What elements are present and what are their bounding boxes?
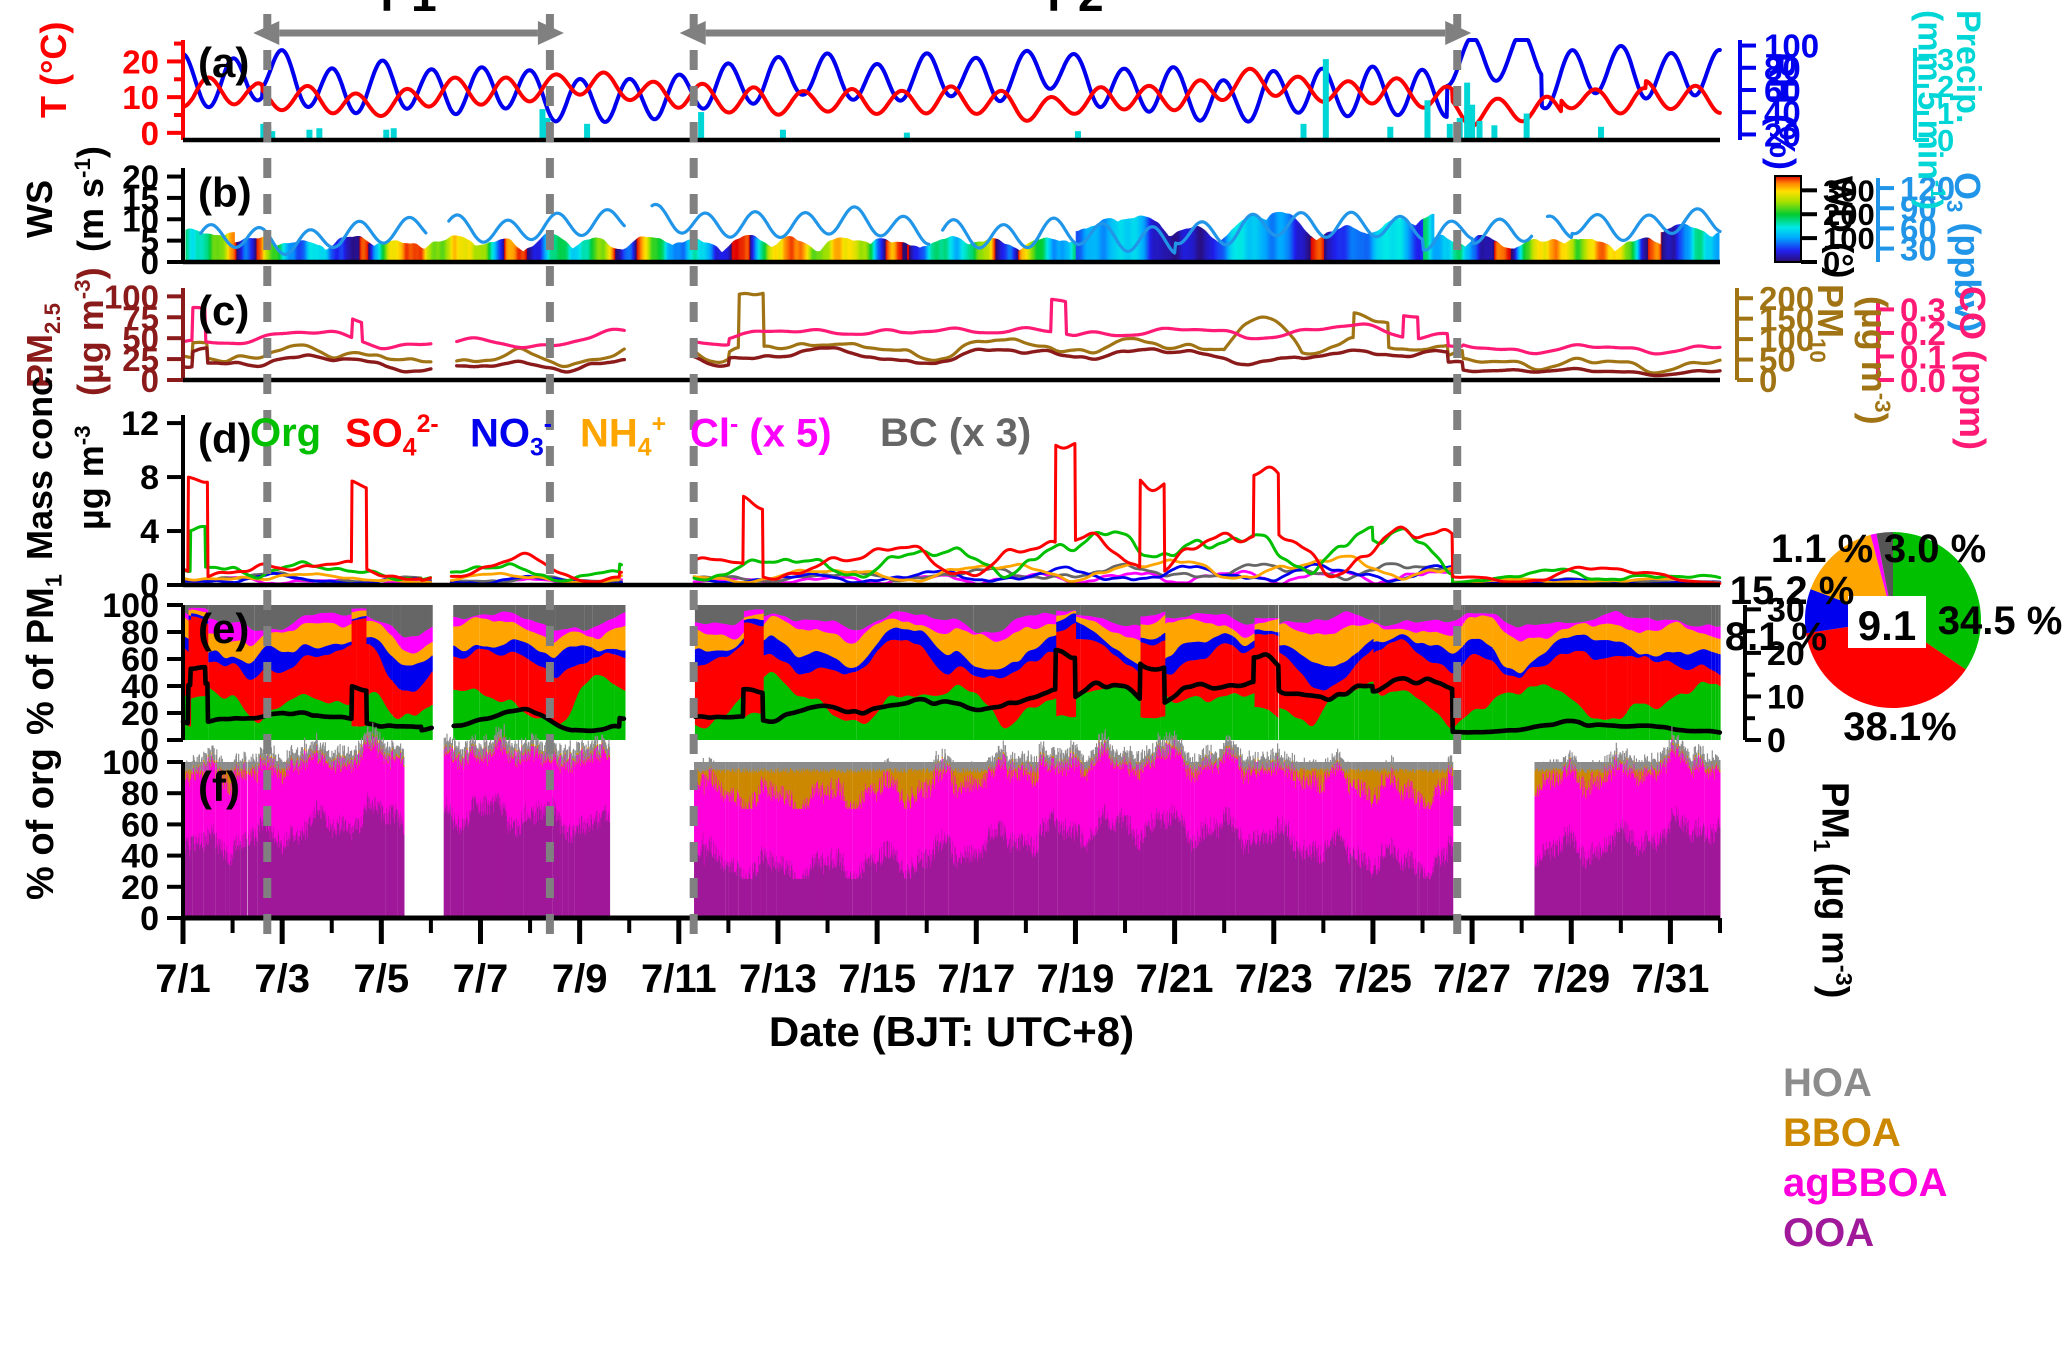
stacked-composition-bar xyxy=(368,620,370,638)
precipitation-bar xyxy=(1424,100,1431,140)
stacked-composition-bar xyxy=(478,617,480,646)
stacked-composition-bar xyxy=(253,630,255,646)
precipitation-bar xyxy=(903,132,910,140)
pm10-line xyxy=(455,346,626,369)
stacked-composition-bar xyxy=(478,645,480,649)
stacked-composition-bar xyxy=(431,671,433,705)
stacked-composition-bar xyxy=(368,605,370,617)
stacked-composition-bar xyxy=(253,645,255,661)
panel-c xyxy=(181,291,1722,378)
pm10-line xyxy=(693,291,1722,375)
co-line xyxy=(693,297,1722,356)
precipitation-bar xyxy=(1322,59,1329,140)
stacked-composition-bar xyxy=(391,635,393,656)
stacked-composition-bar xyxy=(355,611,357,619)
stacked-composition-bar xyxy=(478,648,480,691)
stacked-composition-bar xyxy=(368,637,370,645)
precipitation-bar xyxy=(698,112,705,140)
o3-line xyxy=(940,210,1534,255)
precipitation-bar xyxy=(1446,123,1453,140)
stacked-composition-bar xyxy=(253,605,255,631)
sulfate-line xyxy=(692,442,1722,585)
co-line xyxy=(181,305,433,351)
panel-b xyxy=(185,202,1722,262)
stacked-composition-bar xyxy=(391,655,393,681)
stacked-composition-bar xyxy=(431,704,433,740)
precipitation-bar xyxy=(1300,123,1307,140)
stacked-composition-bar xyxy=(478,605,480,616)
stacked-composition-bar xyxy=(399,689,401,719)
precipitation-bar xyxy=(1598,126,1605,140)
panel-e xyxy=(180,605,1723,740)
stacked-composition-bar xyxy=(253,678,255,720)
stacked-composition-bar xyxy=(399,663,401,690)
precipitation-bar xyxy=(779,129,786,140)
stacked-composition-bar xyxy=(391,605,393,626)
precipitation-bar xyxy=(584,123,591,140)
precipitation-bar xyxy=(1469,104,1476,140)
stacked-composition-bar xyxy=(355,608,357,612)
stacked-composition-bar xyxy=(478,690,480,740)
stacked-composition-bar xyxy=(399,718,401,740)
stacked-composition-bar xyxy=(399,605,401,635)
stacked-composition-bar xyxy=(431,655,433,672)
precipitation-bar xyxy=(1476,120,1483,140)
precipitation-bar xyxy=(1387,126,1394,140)
precipitation-bar xyxy=(539,109,546,140)
panel-d xyxy=(181,442,1722,587)
stacked-composition-bar xyxy=(431,642,433,656)
precipitation-bar xyxy=(1074,131,1081,140)
precipitation-bar xyxy=(1464,82,1471,140)
stacked-composition-bar xyxy=(431,605,433,627)
precipitation-bar xyxy=(390,128,397,140)
panel-a xyxy=(181,38,1722,140)
wind-speed-point xyxy=(1716,232,1720,262)
precipitation-bar xyxy=(306,129,313,140)
stacked-composition-bar xyxy=(368,644,370,695)
precipitation-bar xyxy=(1523,113,1530,140)
pm10-line xyxy=(181,340,433,364)
stacked-composition-bar xyxy=(368,616,370,621)
co-line xyxy=(455,327,626,350)
precipitation-bar xyxy=(1491,125,1498,140)
stacked-composition-bar xyxy=(399,634,401,647)
stacked-composition-bar xyxy=(478,615,480,618)
stacked-composition-bar xyxy=(355,726,357,740)
pm25-line xyxy=(181,346,433,374)
stacked-composition-bar xyxy=(391,680,393,715)
precipitation-bar xyxy=(269,131,276,140)
precipitation-bar xyxy=(316,128,323,140)
stacked-composition-bar xyxy=(431,626,433,643)
stacked-composition-bar xyxy=(399,646,401,664)
o3-line xyxy=(1545,207,1722,242)
temperature-line xyxy=(181,66,1722,128)
stacked-composition-bar xyxy=(355,620,357,727)
stacked-composition-bar xyxy=(253,719,255,740)
pm25-line xyxy=(455,357,626,374)
stacked-composition-bar xyxy=(355,618,357,621)
sulfate-line xyxy=(181,475,432,582)
stacked-composition-bar xyxy=(355,605,357,609)
wind-speed-point xyxy=(1431,213,1435,262)
stacked-composition-bar xyxy=(207,722,209,740)
stacked-composition-bar xyxy=(391,625,393,636)
pm25-line xyxy=(693,346,1722,378)
rh-line xyxy=(181,38,1722,124)
precipitation-bar xyxy=(383,129,390,140)
o3-line xyxy=(447,208,626,244)
o3-line xyxy=(650,202,931,246)
o3-line xyxy=(199,215,428,256)
stacked-composition-bar xyxy=(253,660,255,679)
